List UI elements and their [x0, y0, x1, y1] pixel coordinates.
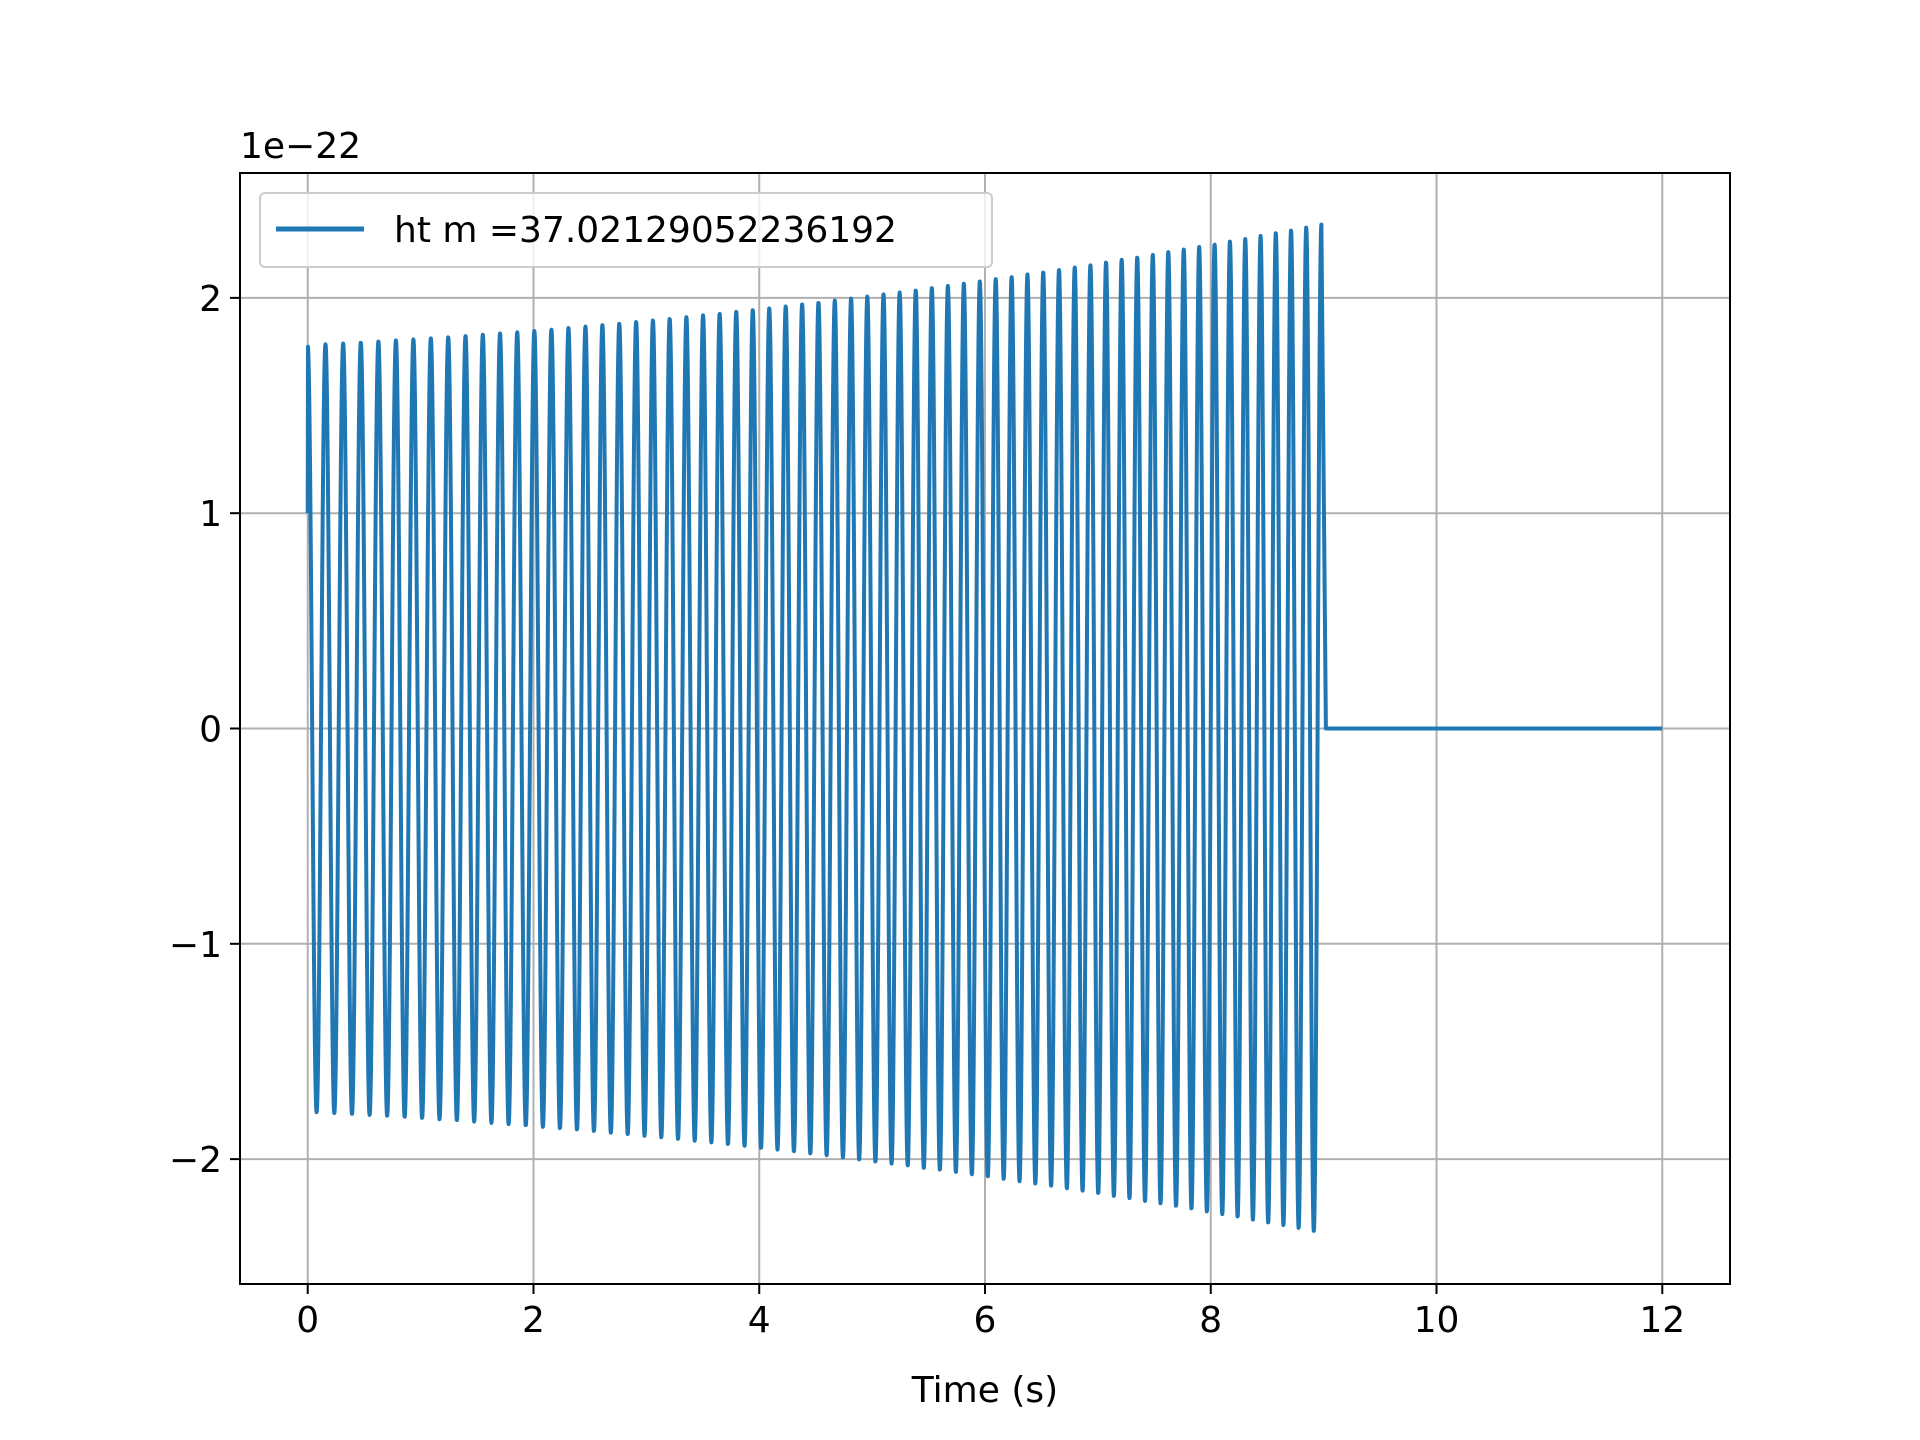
x-tick-label: 4 — [748, 1300, 771, 1341]
series-line — [305, 222, 1663, 1233]
legend-box — [259, 192, 993, 268]
plot-frame — [239, 172, 1731, 1285]
y-offset-label: 1e−22 — [240, 126, 361, 167]
series-layer — [305, 222, 1663, 1233]
x-tick-label: 0 — [296, 1300, 319, 1341]
legend: ht m =37.02129052236192 — [259, 192, 993, 268]
y-tick-label: 0 — [199, 710, 222, 751]
y-tick-label: −1 — [169, 925, 222, 966]
x-tick-label: 6 — [974, 1300, 997, 1341]
legend-label: ht m =37.02129052236192 — [394, 210, 897, 251]
y-tick-label: 2 — [199, 279, 222, 320]
x-tick-label: 8 — [1199, 1300, 1222, 1341]
x-tick-label: 12 — [1639, 1300, 1685, 1341]
y-tick-label: −2 — [169, 1140, 222, 1181]
x-axis-label: Time (s) — [911, 1370, 1058, 1411]
x-tick-label: 2 — [522, 1300, 545, 1341]
y-tick-label: 1 — [199, 494, 222, 535]
x-tick-label: 10 — [1414, 1300, 1460, 1341]
